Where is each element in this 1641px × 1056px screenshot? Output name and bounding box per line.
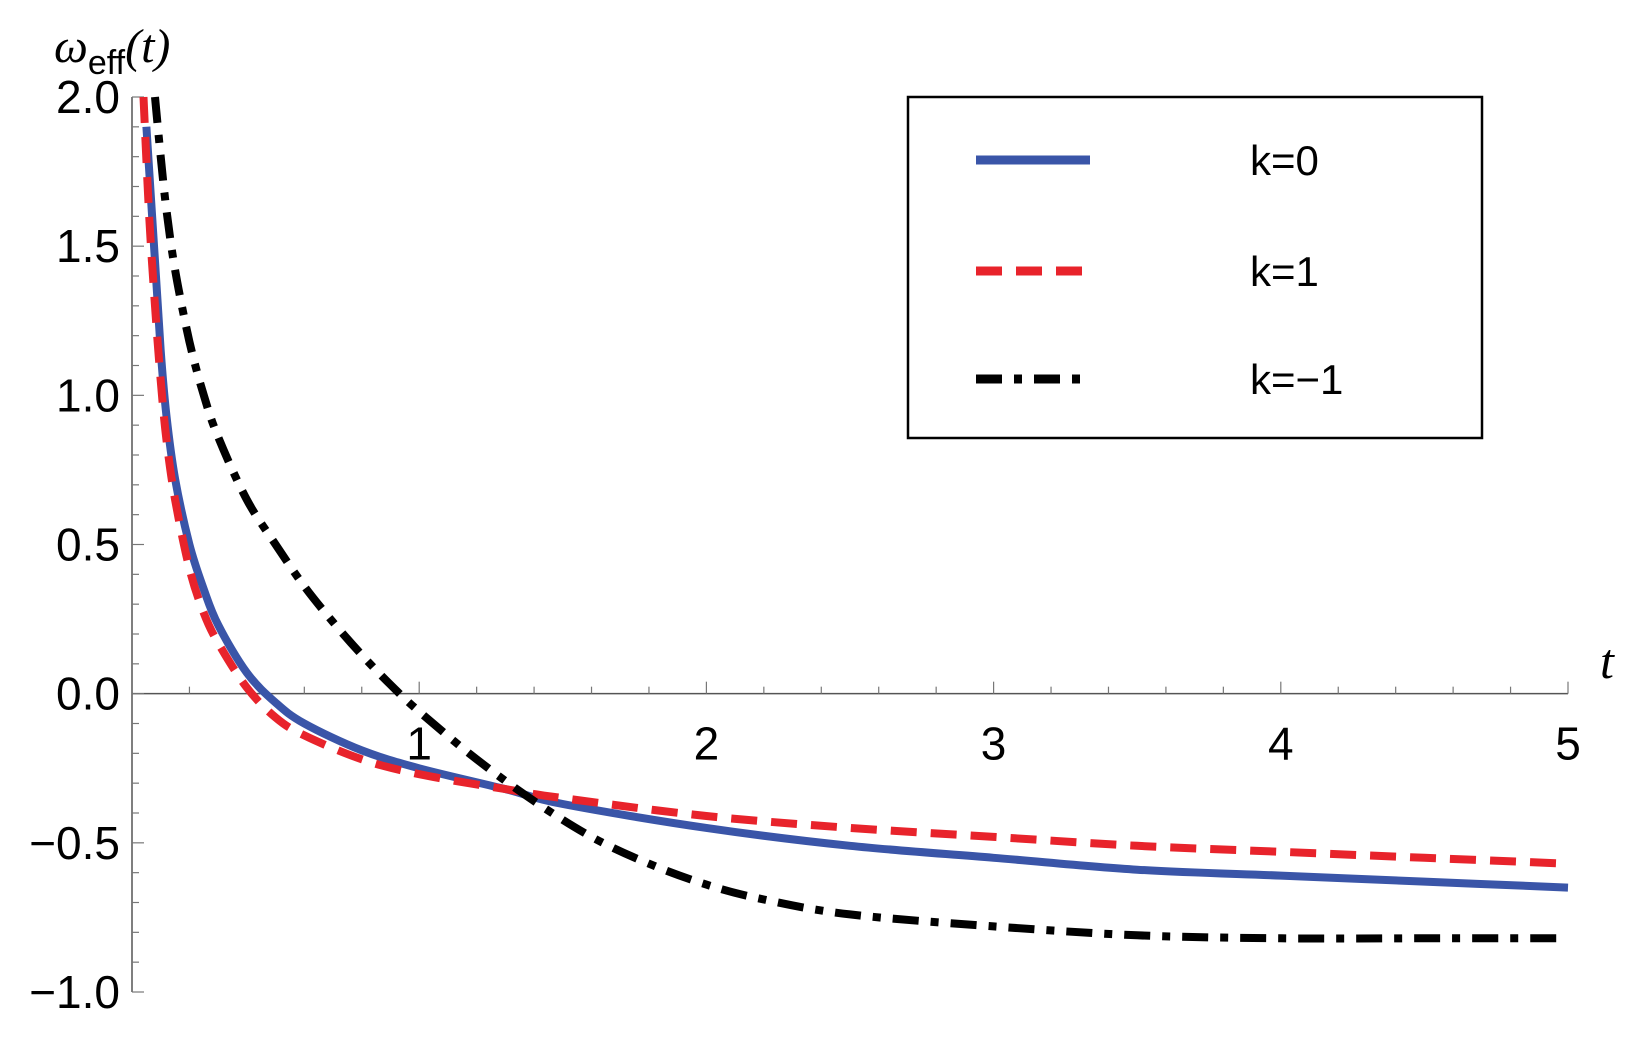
- series-line-2: [151, 96, 1568, 943]
- series-line-1: [139, 96, 1569, 868]
- legend: k=0 k=1 k=−1: [906, 95, 1484, 440]
- x-tick-label: 1: [406, 718, 432, 770]
- y-tick-label: −1.0: [29, 966, 120, 1018]
- y-axis-label-subscript: eff: [88, 44, 126, 82]
- series-group: [139, 96, 1569, 943]
- axes: 2.0 1.5 1.0 0.5 0.0 −0.5 −1.0 1 2 3 4 5: [29, 71, 1581, 1018]
- x-tick-label: 3: [981, 718, 1007, 770]
- y-tick-label: 0.0: [56, 668, 120, 720]
- x-axis-label: t: [1600, 633, 1615, 689]
- y-tick-label: −0.5: [29, 817, 120, 869]
- y-axis-label-symbol: ω: [54, 20, 88, 73]
- y-ticks: 2.0 1.5 1.0 0.5 0.0 −0.5 −1.0: [29, 71, 144, 1018]
- x-ticks: 1 2 3 4 5: [188, 681, 1581, 770]
- y-axis-label-argument: (t): [125, 20, 170, 73]
- legend-label: k=1: [1250, 248, 1319, 295]
- y-tick-label: 1.0: [56, 369, 120, 421]
- y-tick-label: 1.5: [56, 220, 120, 272]
- y-tick-label: 0.5: [56, 519, 120, 571]
- legend-entries: k=0 k=1 k=−1: [976, 137, 1343, 403]
- x-tick-label: 2: [694, 718, 720, 770]
- y-axis-label: ωeff(t): [54, 20, 170, 82]
- legend-box: [906, 95, 1484, 440]
- series-line-0: [142, 126, 1569, 892]
- legend-label: k=0: [1250, 137, 1319, 184]
- y-tick-label: 2.0: [56, 71, 120, 123]
- x-tick-label: 4: [1268, 718, 1294, 770]
- legend-label: k=−1: [1250, 356, 1343, 403]
- x-tick-label: 5: [1555, 718, 1581, 770]
